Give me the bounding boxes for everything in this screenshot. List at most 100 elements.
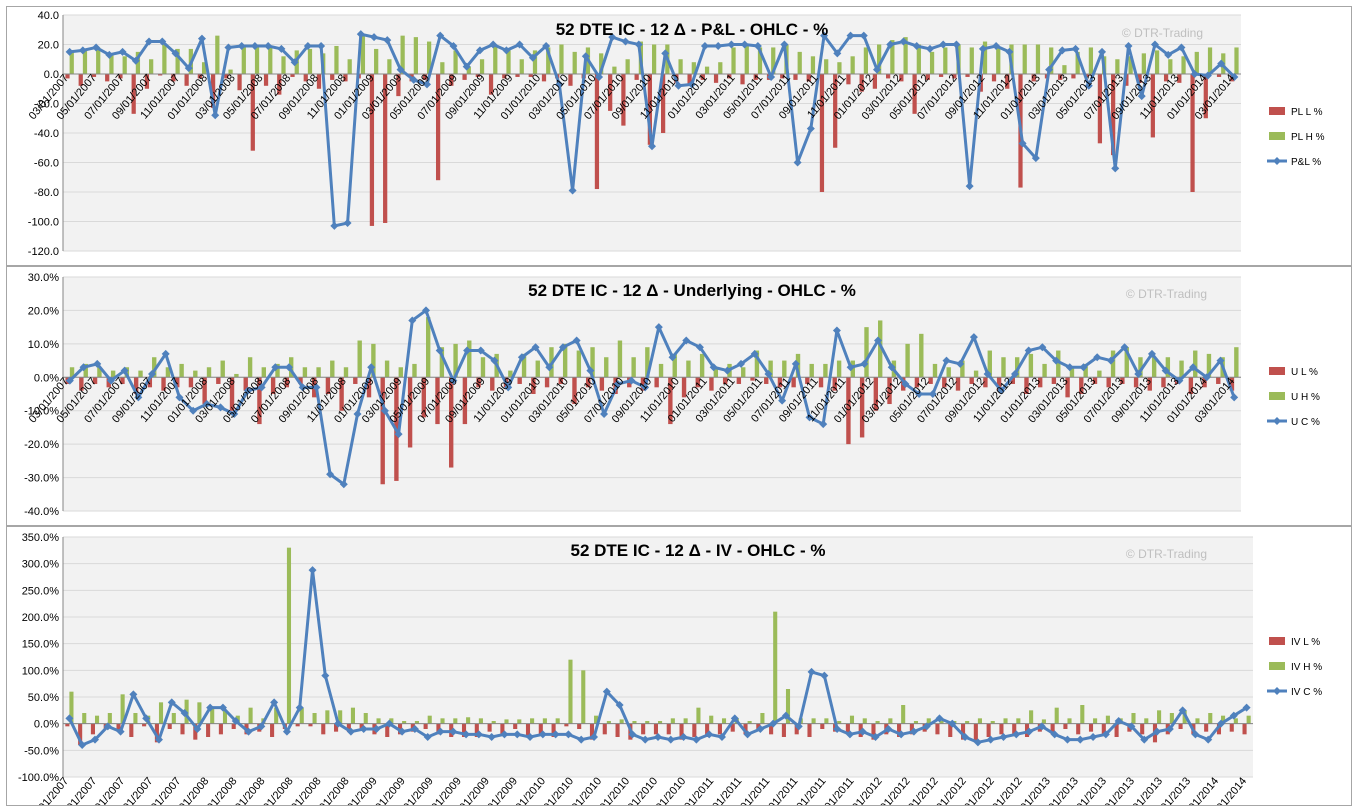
underlying-close-point bbox=[353, 410, 362, 419]
iv-close-point bbox=[1101, 730, 1110, 739]
pl-low-bar bbox=[912, 74, 917, 114]
pl-close-point bbox=[568, 186, 577, 195]
underlying-low-bar bbox=[791, 377, 796, 388]
pl-low-bar bbox=[502, 74, 507, 79]
iv-close-point bbox=[897, 730, 906, 739]
pl-high-bar bbox=[1022, 44, 1027, 74]
pl-high-bar bbox=[863, 47, 869, 74]
underlying-low-bar bbox=[92, 377, 98, 384]
iv-close-point bbox=[794, 722, 803, 731]
pl-close-point bbox=[303, 41, 312, 50]
pl-high-bar bbox=[1115, 59, 1120, 74]
iv-low-bar bbox=[769, 723, 774, 735]
iv-close-point bbox=[436, 727, 445, 736]
pl-low-bar bbox=[568, 74, 573, 86]
pl-high-bar bbox=[969, 47, 974, 74]
underlying-y-tick-label: 20.0% bbox=[28, 305, 59, 317]
pl-close-point bbox=[237, 41, 246, 50]
iv-low-bar bbox=[1204, 723, 1209, 732]
underlying-close-point bbox=[476, 346, 485, 355]
underlying-high-bar bbox=[1165, 357, 1171, 378]
underlying-close-point bbox=[997, 386, 1006, 395]
underlying-low-bar bbox=[147, 377, 153, 388]
underlying-chart-panel: -40.0% -30.0% -20.0% -10.0% 0.0% 10.0% 20.0% 30… bbox=[6, 266, 1352, 526]
underlying-low-bar bbox=[435, 377, 440, 425]
underlying-y-tick-label: 0.0% bbox=[34, 372, 59, 384]
pl-close-point bbox=[846, 31, 855, 40]
pl-high-bar bbox=[532, 50, 538, 74]
iv-chart-title: 52 DTE IC - 12 Δ - IV - OHLC - % bbox=[571, 541, 826, 560]
underlying-close-point bbox=[1216, 356, 1225, 365]
iv-close-point bbox=[526, 733, 535, 741]
pl-close-point bbox=[449, 41, 458, 50]
underlying-high-bar bbox=[699, 353, 705, 378]
pl-low-bar bbox=[131, 74, 136, 114]
pl-close-point bbox=[952, 40, 961, 49]
underlying-close-point bbox=[216, 403, 225, 412]
pl-low-bar bbox=[396, 74, 401, 97]
underlying-low-bar bbox=[449, 377, 454, 468]
pl-high-bar bbox=[201, 62, 207, 74]
iv-close-point bbox=[295, 703, 304, 712]
underlying-close-point bbox=[1189, 363, 1198, 372]
underlying-high-bar bbox=[1124, 347, 1129, 378]
pl-high-bar bbox=[162, 44, 167, 74]
iv-low-bar bbox=[948, 723, 953, 737]
pl-close-point bbox=[555, 80, 564, 89]
pl-close-point bbox=[78, 46, 87, 55]
pl-low-bar bbox=[608, 74, 613, 111]
underlying-low-bar bbox=[1229, 377, 1235, 391]
pl-close-point bbox=[1203, 71, 1212, 80]
iv-high-bar bbox=[363, 713, 368, 724]
iv-high-bar bbox=[453, 718, 458, 724]
underlying-close-point bbox=[271, 363, 280, 372]
iv-low-bar bbox=[871, 723, 876, 740]
underlying-close-point bbox=[1038, 343, 1047, 352]
iv-low-bar bbox=[781, 723, 786, 737]
pl-close-point bbox=[131, 56, 140, 65]
pl-close-point bbox=[1005, 47, 1014, 56]
underlying-close-point bbox=[750, 349, 759, 358]
pl-chart-title: 52 DTE IC - 12 Δ - P&L - OHLC - % bbox=[556, 20, 829, 39]
pl-low-bar bbox=[91, 74, 97, 77]
pl-high-bar bbox=[360, 35, 366, 74]
underlying-close-point bbox=[682, 336, 691, 345]
pl-close-point bbox=[277, 44, 286, 53]
pl-y-tick-label: -60.0 bbox=[34, 158, 59, 170]
underlying-low-bar bbox=[531, 377, 536, 394]
iv-close-point bbox=[1217, 719, 1226, 728]
pl-close-point bbox=[873, 65, 882, 74]
pl-low-bar bbox=[1216, 74, 1222, 77]
underlying-close-point bbox=[517, 353, 526, 362]
iv-high-bar bbox=[670, 718, 675, 724]
pl-close-point bbox=[912, 41, 921, 50]
iv-close-point bbox=[129, 690, 138, 699]
underlying-close-point bbox=[613, 379, 622, 388]
pl-close-point bbox=[992, 41, 1001, 50]
iv-low-bar bbox=[1063, 723, 1068, 729]
underlying-close-point bbox=[928, 390, 937, 398]
underlying-low-bar bbox=[161, 377, 166, 391]
underlying-high-bar bbox=[1179, 360, 1184, 378]
pl-low-bar bbox=[488, 74, 494, 95]
pl-low-bar bbox=[237, 74, 242, 91]
iv-high-bar bbox=[811, 718, 816, 724]
iv-close-point bbox=[1229, 711, 1238, 720]
iv-low-bar bbox=[935, 723, 940, 735]
underlying-close-point bbox=[586, 366, 595, 375]
iv-low-bar bbox=[116, 723, 121, 732]
underlying-close-point bbox=[778, 396, 787, 405]
iv-low-bar bbox=[1178, 723, 1183, 729]
underlying-close-point bbox=[312, 383, 321, 392]
underlying-low-bar bbox=[407, 377, 413, 448]
underlying-high-bar bbox=[1097, 370, 1102, 378]
iv-high-bar bbox=[581, 670, 586, 724]
underlying-low-bar bbox=[887, 377, 892, 405]
underlying-close-point bbox=[764, 369, 773, 378]
underlying-high-bar bbox=[987, 350, 992, 378]
iv-close-point bbox=[385, 719, 394, 728]
underlying-high-bar bbox=[1138, 357, 1143, 378]
underlying-high-bar bbox=[782, 360, 787, 378]
pl-high-bar bbox=[850, 56, 855, 74]
iv-high-bar bbox=[1169, 713, 1174, 724]
